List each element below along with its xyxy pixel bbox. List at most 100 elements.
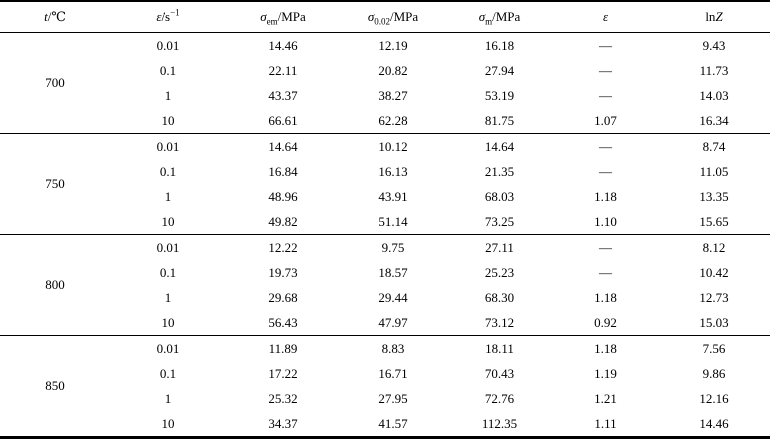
value-cell: 11.89 (226, 335, 340, 361)
value-cell: 1.19 (594, 365, 617, 381)
value-cell: 8.74 (658, 133, 770, 159)
value-cell: 16.18 (446, 32, 553, 58)
value-cell: 10.42 (699, 264, 729, 280)
temperature-cell: 700 (0, 32, 110, 134)
value-cell: 1.18 (594, 289, 617, 305)
value-cell: 56.43 (268, 314, 298, 330)
value-cell: 43.37 (268, 87, 298, 103)
header-text: 0.02 (374, 16, 390, 27)
table-row: 10 56.43 47.97 73.12 0.92 15.03 (0, 310, 770, 336)
value-cell: 12.16 (699, 390, 729, 406)
value-cell: 72.76 (484, 390, 515, 406)
temperature-cell: 800 (0, 234, 110, 336)
strain-rate-cell: 1 (164, 87, 172, 103)
value-cell: 9.86 (702, 365, 726, 381)
value-cell: 70.43 (484, 365, 515, 381)
header-text: σ (478, 9, 486, 24)
value-cell: 62.28 (378, 112, 408, 128)
value-cell: 15.65 (699, 213, 729, 229)
header-text: σ (260, 9, 267, 24)
value-cell: — (553, 133, 658, 159)
table-row: 0.1 16.84 16.13 21.35 — 11.05 (0, 159, 770, 184)
table-row: 1 25.32 27.95 72.76 1.21 12.16 (0, 386, 770, 411)
value-cell: 0.92 (594, 314, 617, 330)
value-cell: 20.82 (378, 62, 408, 78)
value-cell: 41.57 (378, 415, 408, 431)
column-header: ε̇/s−1 (110, 1, 226, 33)
value-cell: 1.18 (553, 335, 658, 361)
table-row: 0.1 22.11 20.82 27.94 — 11.73 (0, 58, 770, 83)
table-row: 1 29.68 29.44 68.30 1.18 12.73 (0, 285, 770, 310)
value-cell: 16.71 (378, 365, 408, 381)
value-cell: 25.23 (484, 264, 515, 280)
column-header: t/℃ (0, 1, 110, 33)
value-cell: — (599, 264, 612, 280)
header-text: /MPa (277, 9, 306, 24)
value-cell: 16.84 (268, 163, 298, 179)
value-cell: 48.96 (268, 188, 298, 204)
value-cell: 1.10 (594, 213, 617, 229)
value-cell: 13.35 (699, 188, 729, 204)
header-text: σ (367, 9, 375, 24)
strain-rate-cell: 1 (164, 390, 172, 406)
value-cell: 38.27 (378, 87, 408, 103)
value-cell: 53.19 (484, 87, 515, 103)
header-text: m (485, 16, 493, 27)
table-row: 0.1 19.73 18.57 25.23 — 10.42 (0, 260, 770, 285)
value-cell: 19.73 (268, 264, 298, 280)
table-row: 10 49.82 51.14 73.25 1.10 15.65 (0, 209, 770, 235)
value-cell: 29.68 (268, 289, 298, 305)
value-cell: 11.05 (699, 163, 729, 179)
value-cell: — (599, 163, 612, 179)
table-row: 750 0.01 14.64 10.12 14.64—8.74 (0, 133, 770, 235)
value-cell: 12.19 (340, 32, 446, 58)
value-cell: 15.03 (699, 314, 729, 330)
header-text: /℃ (47, 9, 66, 24)
value-cell: 14.64 (446, 133, 553, 159)
strain-rate-cell: 0.1 (159, 365, 177, 381)
header-row: t/℃ ε̇/s−1 σem/MPa σ0.02/MPa σm/MPa ε lnZ (0, 1, 770, 33)
value-cell: 27.11 (446, 234, 553, 260)
value-cell: 73.12 (484, 314, 515, 330)
value-cell: 12.73 (699, 289, 729, 305)
value-cell: 8.83 (340, 335, 446, 361)
value-cell: 9.75 (340, 234, 446, 260)
value-cell: 16.13 (378, 163, 408, 179)
value-cell: 11.73 (699, 62, 729, 78)
value-cell: 1.11 (594, 415, 617, 431)
table-row: 1 48.96 43.91 68.03 1.18 13.35 (0, 184, 770, 209)
strain-rate-cell: 0.1 (159, 62, 177, 78)
column-header: σ0.02/MPa (340, 1, 446, 33)
value-cell: 8.12 (658, 234, 770, 260)
value-cell: 68.03 (484, 188, 515, 204)
value-cell: 81.75 (484, 112, 515, 128)
value-cell: 112.35 (481, 415, 518, 431)
table-row: 800 0.01 12.22 9.75 27.11—8.12 (0, 234, 770, 336)
value-cell: 22.11 (268, 62, 298, 78)
temperature-cell: 750 (0, 133, 110, 235)
value-cell: — (553, 32, 658, 58)
value-cell: 66.61 (268, 112, 298, 128)
value-cell: 34.37 (268, 415, 298, 431)
temperature-cell: 850 (0, 335, 110, 438)
value-cell: 29.44 (378, 289, 408, 305)
strain-rate-cell: 0.01 (110, 335, 226, 361)
table-row: 700 0.01 14.46 12.19 16.18—9.43 (0, 32, 770, 134)
column-header: σm/MPa (446, 1, 553, 33)
strain-rate-cell: 0.01 (110, 133, 226, 159)
value-cell: 18.11 (446, 335, 553, 361)
header-text: ε (602, 9, 609, 24)
value-cell: 27.95 (378, 390, 408, 406)
strain-rate-cell: 10 (161, 415, 175, 431)
header-text: /s (161, 9, 171, 24)
value-cell: 1.21 (594, 390, 617, 406)
strain-rate-cell: 10 (161, 213, 175, 229)
table-row: 10 34.37 41.57 112.35 1.11 14.46 (0, 411, 770, 438)
strain-rate-cell: 0.01 (110, 234, 226, 260)
value-cell: 1.18 (594, 188, 617, 204)
strain-rate-cell: 0.1 (159, 264, 177, 280)
value-cell: 14.46 (226, 32, 340, 58)
header-text: Z (715, 9, 723, 24)
value-cell: 1.07 (594, 112, 617, 128)
